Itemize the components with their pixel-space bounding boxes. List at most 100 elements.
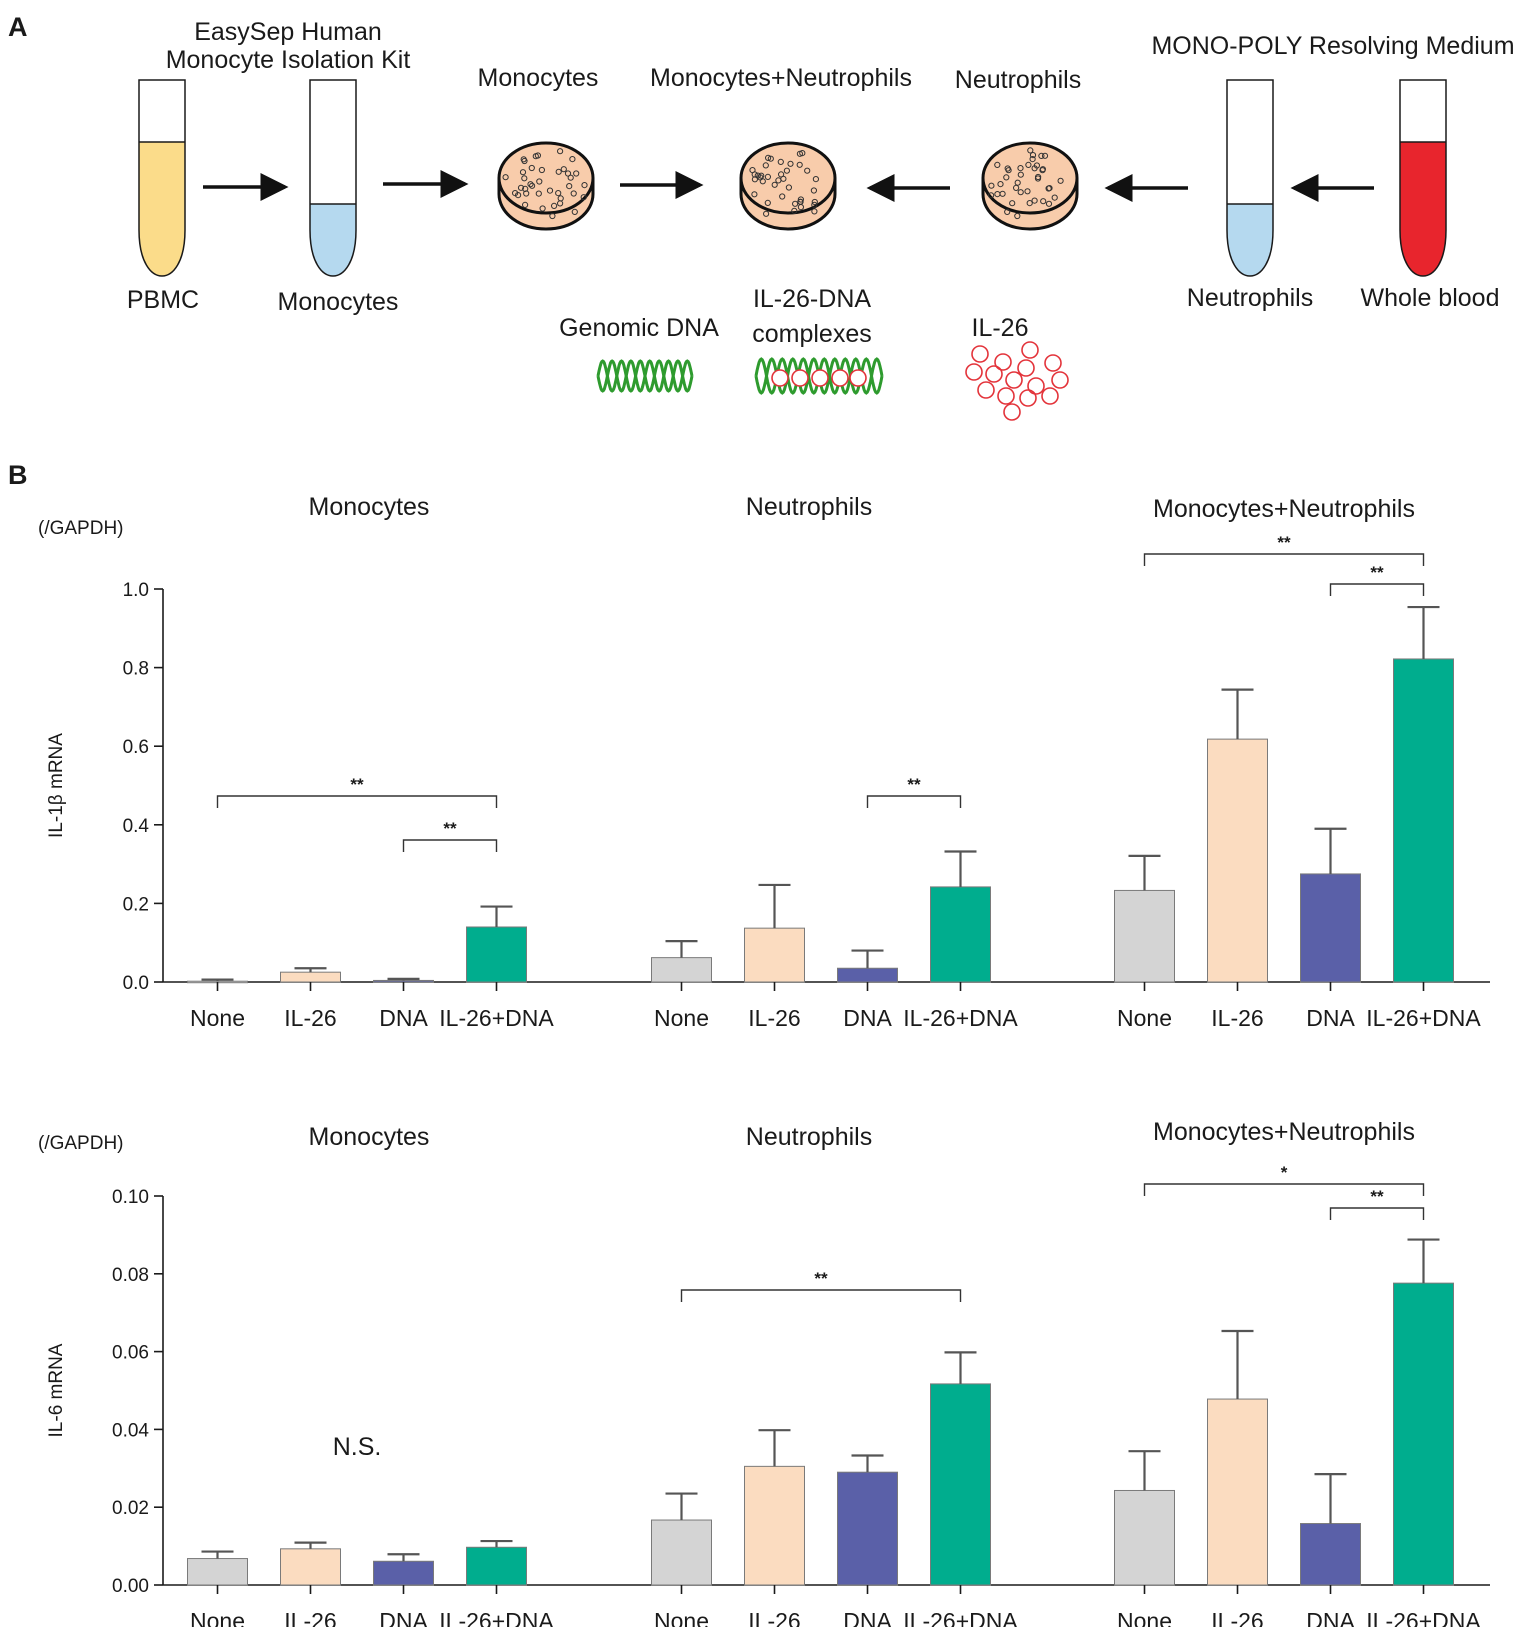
cell (567, 174, 574, 181)
cell (779, 193, 786, 200)
cell (517, 184, 525, 191)
cell (571, 208, 578, 215)
cell (1025, 161, 1032, 168)
cell (529, 182, 536, 189)
x-tick-label: None (654, 1608, 709, 1627)
cell (988, 182, 995, 189)
cell (1017, 171, 1024, 178)
tube-label-neutrophils: Neutrophils (1187, 284, 1313, 312)
bar (1300, 873, 1361, 983)
cell (1057, 177, 1064, 184)
bar (466, 1546, 527, 1586)
panel-a-letter: A (8, 12, 28, 42)
group-title: Neutrophils (746, 1123, 872, 1151)
cell (771, 181, 778, 188)
x-tick-label: IL-26 (1211, 1005, 1263, 1031)
x-tick-label: IL-26 (284, 1608, 336, 1627)
bar (187, 1558, 248, 1586)
y-tick-label: 1.0 (123, 580, 149, 601)
workflow-arrows (203, 170, 1374, 202)
cell (581, 182, 588, 189)
cell (528, 164, 535, 172)
y-axis-label: IL-6 mRNA (46, 1343, 67, 1437)
cell (566, 183, 573, 190)
stimulus-complex-label-line1: IL-26-DNA (753, 285, 871, 313)
cell (988, 192, 995, 199)
cell (804, 167, 811, 174)
cell (775, 177, 782, 184)
significance-bracket (1143, 553, 1425, 566)
significance-label: ** (814, 1269, 828, 1288)
il26-dot (771, 369, 789, 387)
cell (519, 169, 527, 176)
cell (1017, 189, 1024, 196)
x-tick-label: IL-26 (284, 1005, 336, 1031)
y-tick-label: 0.6 (123, 737, 149, 758)
tube-label-pbmc: PBMC (127, 286, 199, 314)
x-tick-label: None (190, 1608, 245, 1627)
cell (785, 184, 793, 191)
x-tick-label: DNA (379, 1608, 428, 1627)
cell (570, 190, 577, 197)
tube-fill (139, 142, 185, 276)
dish-neutrophils (981, 141, 1079, 231)
group-title: Monocytes+Neutrophils (1153, 1118, 1415, 1146)
cell (536, 178, 543, 185)
bar (1114, 1489, 1175, 1586)
cell (1013, 184, 1020, 191)
cell (787, 160, 794, 167)
cell (811, 201, 818, 208)
cell (1004, 208, 1011, 215)
y-tick-label: 0.10 (112, 1187, 149, 1208)
il26-dot (1003, 403, 1021, 421)
cell (573, 170, 580, 177)
x-tick-label: None (1117, 1005, 1172, 1031)
y-tick-label: 0.8 (123, 659, 149, 680)
unit-label: (/GAPDH) (38, 1133, 124, 1154)
stimulus-il26-label: IL-26 (972, 314, 1029, 342)
dna-strand (596, 359, 694, 393)
x-tick-label: IL-26+DNA (439, 1608, 554, 1627)
il26-dot (971, 345, 989, 363)
dish-top (497, 141, 595, 215)
dish-label-monocytes: Monocytes (478, 64, 599, 92)
cell (520, 156, 527, 163)
bar (651, 957, 712, 983)
panel-a: A EasySep Human Monocyte Isolation Kit M… (8, 12, 1515, 421)
cell (1024, 188, 1031, 195)
bar (1114, 889, 1175, 983)
x-tick-label: DNA (843, 1608, 892, 1627)
il1b-chart: 0.0 0.2 0.4 0.6 0.8 1.0 IL-1β mRNA (/GAPDH) Mono… (38, 493, 1490, 1031)
y-tick-label: 0.4 (123, 816, 150, 837)
il26-dot (1051, 371, 1069, 389)
dish-top (739, 141, 837, 215)
significance-label: ** (907, 775, 921, 794)
bar (466, 926, 527, 983)
il26-dot (831, 369, 849, 387)
bar (930, 1383, 991, 1586)
cell (549, 212, 556, 220)
group-title: Monocytes (309, 493, 430, 521)
cell (527, 181, 534, 188)
cell (997, 181, 1004, 188)
x-tick-label: None (190, 1005, 245, 1031)
dish-mono-neut (739, 141, 837, 231)
cell (522, 185, 529, 192)
bar (744, 1465, 805, 1586)
cell (1027, 147, 1034, 154)
significance-label: * (1281, 1163, 1288, 1182)
il26-dot (1005, 371, 1023, 389)
il6-chart: 0.00 0.02 0.04 0.06 0.08 0.10 IL-6 mRNA (/GAPDH… (38, 1118, 1490, 1627)
significance-label: ** (1370, 563, 1384, 582)
tube-fill (310, 204, 356, 276)
cell (762, 162, 769, 169)
y-tick-label: 0.02 (112, 1498, 149, 1519)
cell (1034, 175, 1042, 182)
cell (1039, 166, 1047, 173)
y-tick-label: 0.2 (123, 894, 149, 915)
bar (837, 967, 898, 983)
y-tick-label: 0.00 (112, 1576, 149, 1597)
bar (280, 971, 341, 983)
il26-dot (965, 363, 983, 381)
